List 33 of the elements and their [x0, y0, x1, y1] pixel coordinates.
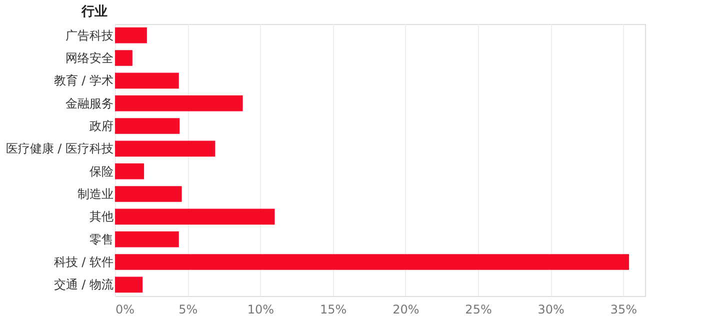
y-tick-label: 金融服务 — [66, 96, 114, 110]
bar — [115, 95, 243, 112]
bar — [115, 50, 132, 66]
y-tick-label: 科技 / 软件 — [54, 255, 114, 269]
bar — [115, 186, 182, 202]
bar — [115, 72, 179, 89]
x-tick-label: 35% — [610, 302, 638, 316]
x-tick-label: 10% — [247, 302, 274, 316]
bar — [115, 118, 180, 134]
x-tick-label: 5% — [178, 302, 198, 316]
y-tick-label: 制造业 — [78, 187, 114, 201]
y-tick-label: 零售 — [90, 232, 114, 246]
bar — [115, 163, 144, 180]
y-tick-label: 网络安全 — [66, 51, 114, 65]
x-tick-label: 0% — [116, 302, 135, 316]
y-tick-label: 其他 — [90, 210, 114, 224]
bar — [115, 276, 143, 293]
y-tick-label: 交通 / 物流 — [54, 278, 114, 292]
x-tick-label: 20% — [392, 302, 420, 316]
y-tick-label: 保险 — [90, 164, 114, 178]
y-axis-title: 行业 — [80, 4, 108, 20]
bar — [115, 231, 179, 248]
y-tick-label: 广告科技 — [66, 28, 114, 42]
y-tick-label: 政府 — [90, 119, 114, 133]
y-tick-label: 教育 / 学术 — [54, 74, 114, 88]
x-tick-label: 30% — [538, 302, 564, 316]
bar — [115, 27, 147, 44]
x-tick-label: 25% — [465, 302, 492, 316]
x-tick-label: 15% — [320, 302, 347, 316]
bar — [115, 140, 216, 157]
bar — [115, 254, 630, 270]
y-tick-label: 医疗健康 / 医疗科技 — [6, 142, 114, 156]
bar — [115, 208, 275, 225]
